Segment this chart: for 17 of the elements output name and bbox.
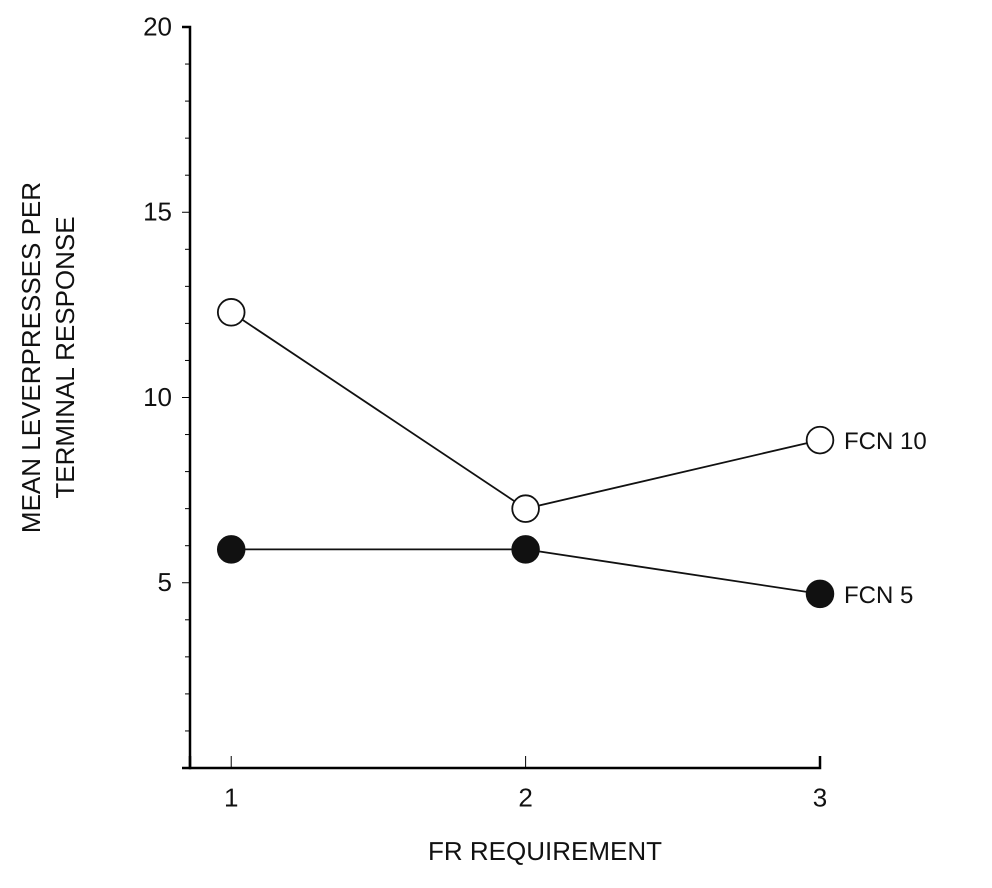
y-axis-title: MEAN LEVERPRESSES PER TERMINAL RESPONSE bbox=[16, 182, 80, 534]
x-tick-label: 3 bbox=[812, 782, 828, 812]
y-tick-label: 10 bbox=[143, 382, 172, 412]
point bbox=[216, 535, 246, 564]
point bbox=[806, 426, 834, 454]
x-tick-label: 2 bbox=[518, 782, 533, 812]
point bbox=[511, 535, 540, 564]
y-tick-label: 20 bbox=[143, 11, 172, 42]
series-label: FCN 10 bbox=[844, 428, 927, 456]
x-axis-title: FR REQUIREMENT bbox=[428, 836, 662, 866]
y-tick-label: 15 bbox=[143, 196, 172, 227]
series-label: FCN 5 bbox=[844, 582, 914, 609]
point bbox=[806, 580, 834, 608]
point bbox=[216, 298, 246, 327]
point bbox=[511, 494, 540, 523]
y-tick-label: 5 bbox=[158, 567, 172, 598]
x-tick-label: 1 bbox=[224, 782, 238, 812]
